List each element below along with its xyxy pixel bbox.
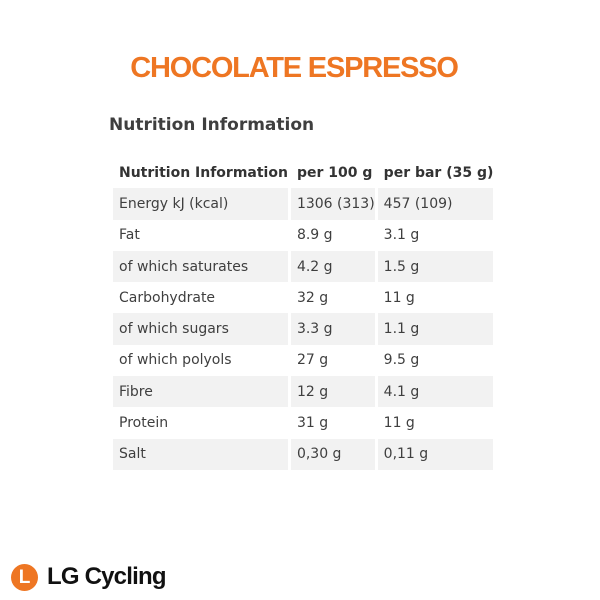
- row-per-100g: 4.2 g: [287, 250, 377, 283]
- nutrition-table: Nutrition Information per 100 g per bar …: [113, 157, 494, 470]
- table-row: of which saturates 4.2 g 1.5 g: [113, 250, 494, 283]
- table-row: Protein 31 g 11 g: [113, 407, 494, 439]
- row-per-bar: 1.1 g: [374, 313, 494, 345]
- table-row: Fat 8.9 g 3.1 g: [113, 219, 494, 251]
- column-header-per-100g: per 100 g: [287, 157, 377, 189]
- row-per-bar: 4.1 g: [374, 376, 494, 408]
- row-per-100g: 1306 (313): [287, 188, 377, 220]
- row-per-100g: 31 g: [287, 407, 377, 439]
- row-nutrient: Fibre: [113, 376, 290, 408]
- row-per-bar: 11 g: [374, 282, 494, 314]
- row-nutrient: Carbohydrate: [113, 282, 290, 314]
- row-per-100g: 0,30 g: [287, 438, 377, 470]
- row-per-bar: 3.1 g: [374, 219, 494, 251]
- table-row: Energy kJ (kcal) 1306 (313) 457 (109): [113, 188, 494, 220]
- row-nutrient: Salt: [113, 438, 290, 470]
- brand-logo: L LG Cycling: [11, 563, 166, 591]
- row-per-100g: 8.9 g: [287, 219, 377, 251]
- brand-name: LG Cycling: [47, 563, 166, 590]
- brand-badge-icon: L: [11, 563, 38, 591]
- row-nutrient: Energy kJ (kcal): [113, 188, 290, 220]
- table-header-row: Nutrition Information per 100 g per bar …: [113, 157, 494, 189]
- table-row: Salt 0,30 g 0,11 g: [113, 438, 494, 470]
- row-nutrient: of which saturates: [113, 250, 290, 283]
- table-row: of which polyols 27 g 9.5 g: [113, 344, 494, 377]
- nutrition-table-body: Energy kJ (kcal) 1306 (313) 457 (109) Fa…: [113, 188, 494, 470]
- row-per-bar: 0,11 g: [374, 438, 494, 470]
- row-nutrient: Fat: [113, 219, 290, 251]
- table-row: Fibre 12 g 4.1 g: [113, 376, 494, 408]
- row-per-100g: 3.3 g: [287, 313, 377, 345]
- nutrition-heading: Nutrition Information: [109, 115, 315, 135]
- row-nutrient: Protein: [113, 407, 290, 439]
- row-nutrient: of which sugars: [113, 313, 290, 345]
- row-per-100g: 32 g: [287, 282, 377, 314]
- column-header-per-bar: per bar (35 g): [374, 157, 494, 189]
- column-header-nutrient: Nutrition Information: [119, 164, 288, 181]
- table-row: Carbohydrate 32 g 11 g: [113, 282, 494, 314]
- product-title: CHOCOLATE ESPRESSO: [130, 52, 459, 84]
- row-nutrient: of which polyols: [113, 344, 290, 377]
- row-per-bar: 1.5 g: [374, 250, 494, 283]
- row-per-100g: 12 g: [287, 376, 377, 408]
- row-per-bar: 11 g: [374, 407, 494, 439]
- row-per-bar: 9.5 g: [374, 344, 494, 377]
- row-per-bar: 457 (109): [374, 188, 494, 220]
- nutrition-table-header: Nutrition Information per 100 g per bar …: [113, 157, 494, 189]
- table-row: of which sugars 3.3 g 1.1 g: [113, 313, 494, 345]
- row-per-100g: 27 g: [287, 344, 377, 377]
